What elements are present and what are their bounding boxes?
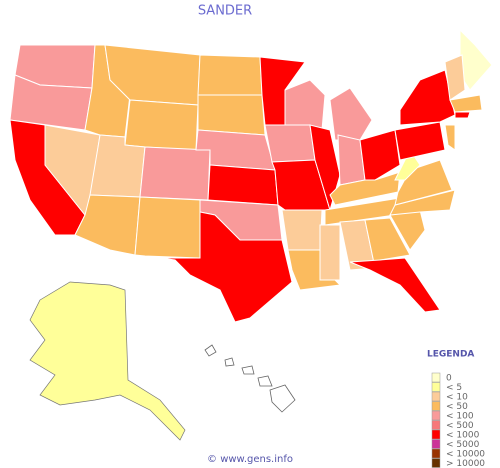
region (207, 164, 279, 206)
map-title: SANDER (198, 4, 252, 19)
legend-swatch (431, 410, 441, 421)
islands (204, 344, 296, 413)
legend-label: < 5000 (446, 440, 480, 450)
legend-swatch (431, 458, 441, 468)
region (139, 146, 211, 201)
region (319, 224, 341, 281)
region (394, 121, 446, 161)
legend-label: < 1000 (446, 431, 480, 441)
legend-label: < 10 (446, 393, 468, 403)
region (124, 99, 199, 151)
region (449, 94, 483, 113)
region (284, 79, 326, 131)
region (459, 28, 493, 91)
region (444, 124, 456, 151)
legend-swatch (431, 401, 441, 411)
region (159, 211, 293, 323)
legend-label: < 5 (446, 383, 462, 393)
legend-label: < 50 (446, 402, 468, 412)
legend-swatch (431, 391, 441, 402)
region (197, 54, 263, 96)
legend-title: LEGENDA (427, 350, 474, 360)
legend-swatch (431, 420, 441, 430)
legend: 0< 5< 10< 50< 100< 500< 1000< 5000< 1000… (431, 372, 485, 468)
region (394, 149, 421, 181)
legend-label: < 500 (446, 421, 474, 431)
region (444, 54, 466, 101)
legend-swatch (431, 429, 441, 440)
legend-swatch (431, 382, 441, 392)
legend-label: > 10000 (446, 459, 485, 468)
legend-label: < 100 (446, 412, 474, 422)
region (359, 129, 401, 181)
region (329, 87, 373, 141)
legend-swatch (431, 372, 441, 383)
region (264, 124, 316, 163)
legend-label: < 10000 (446, 450, 485, 460)
legend-swatch (431, 448, 441, 459)
region (454, 111, 471, 119)
region (197, 94, 266, 136)
region (29, 281, 186, 441)
footer: © www.gens.info (207, 454, 293, 465)
region (329, 171, 401, 206)
region (389, 189, 456, 216)
region (281, 209, 323, 251)
legend-swatch (431, 439, 441, 449)
region (134, 196, 201, 259)
us-map (9, 28, 493, 441)
region (349, 257, 441, 313)
legend-label: 0 (446, 374, 452, 384)
